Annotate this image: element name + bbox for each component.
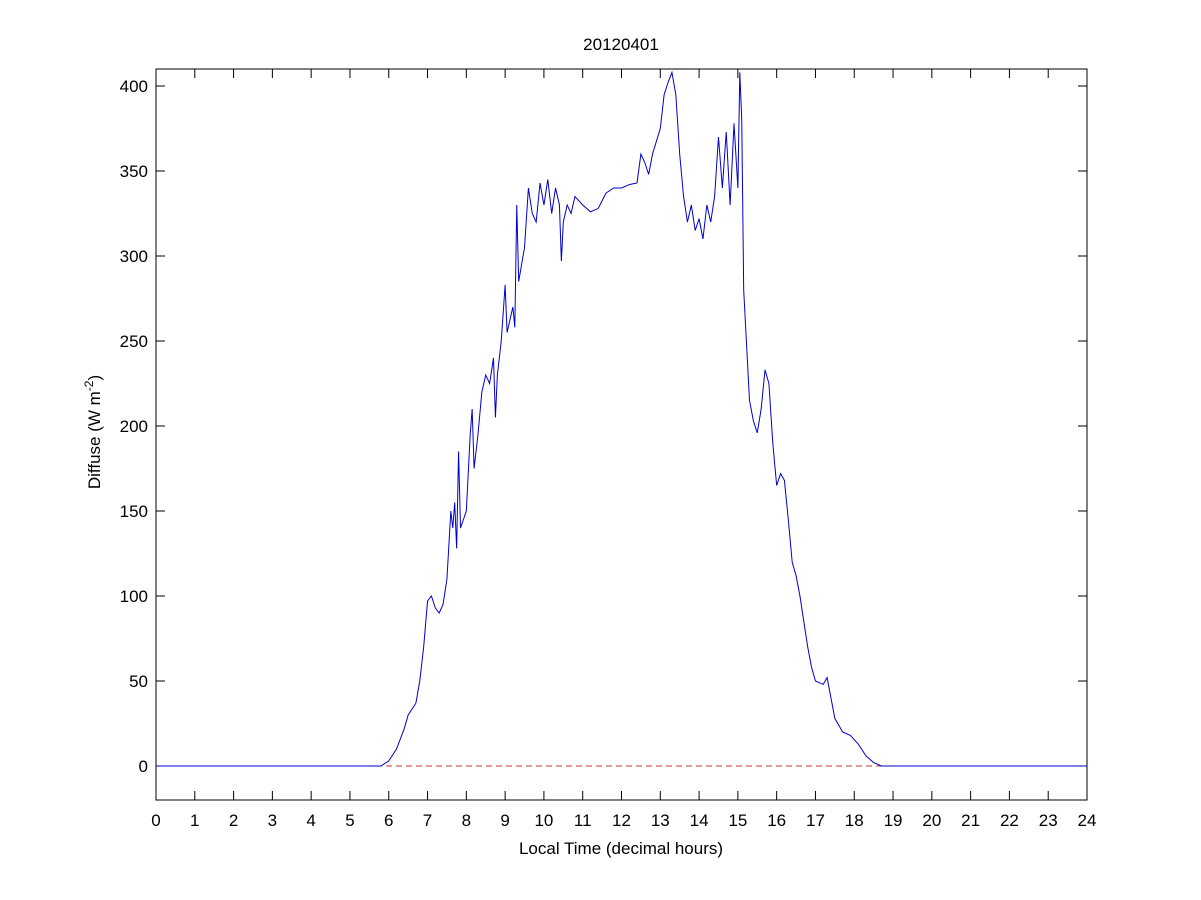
x-tick-label: 2	[229, 811, 238, 830]
y-label-suffix: )	[85, 375, 104, 381]
x-tick-label: 0	[151, 811, 160, 830]
data-line	[156, 70, 1087, 767]
y-tick-label: 400	[120, 77, 148, 96]
x-tick-label: 8	[462, 811, 471, 830]
x-tick-label: 6	[384, 811, 393, 830]
chart-title: 20120401	[583, 35, 659, 54]
x-tick-label: 19	[884, 811, 903, 830]
x-tick-label: 23	[1039, 811, 1058, 830]
y-tick-label: 300	[120, 247, 148, 266]
x-tick-label: 18	[845, 811, 864, 830]
y-tick-label: 50	[129, 672, 148, 691]
y-tick-label: 350	[120, 162, 148, 181]
y-label-text: Diffuse (W m	[85, 391, 104, 489]
y-label-superscript: -2	[82, 380, 96, 391]
x-tick-label: 1	[190, 811, 199, 830]
x-axis-label: Local Time (decimal hours)	[519, 839, 723, 858]
y-tick-label: 200	[120, 417, 148, 436]
x-tick-label: 9	[500, 811, 509, 830]
plot-area	[156, 69, 1087, 800]
x-tick-label: 22	[1000, 811, 1019, 830]
x-tick-label: 3	[268, 811, 277, 830]
x-tick-label: 15	[728, 811, 747, 830]
x-tick-label: 4	[306, 811, 315, 830]
x-tick-label: 10	[534, 811, 553, 830]
y-axis-label: Diffuse (W m-2)	[82, 375, 104, 489]
y-tick-label: 150	[120, 502, 148, 521]
x-tick-label: 20	[922, 811, 941, 830]
axes-box	[155, 68, 1088, 801]
x-tick-label: 7	[423, 811, 432, 830]
x-tick-label: 12	[612, 811, 631, 830]
x-tick-label: 21	[961, 811, 980, 830]
y-tick-label: 0	[139, 757, 148, 776]
x-tick-label: 16	[767, 811, 786, 830]
y-tick-label: 250	[120, 332, 148, 351]
x-tick-label: 5	[345, 811, 354, 830]
x-tick-label: 11	[574, 811, 592, 830]
x-tick-label: 13	[651, 811, 670, 830]
x-tick-label: 17	[806, 811, 825, 830]
y-tick-label: 100	[120, 587, 148, 606]
x-tick-label: 14	[690, 811, 709, 830]
x-tick-label: 24	[1078, 811, 1097, 830]
